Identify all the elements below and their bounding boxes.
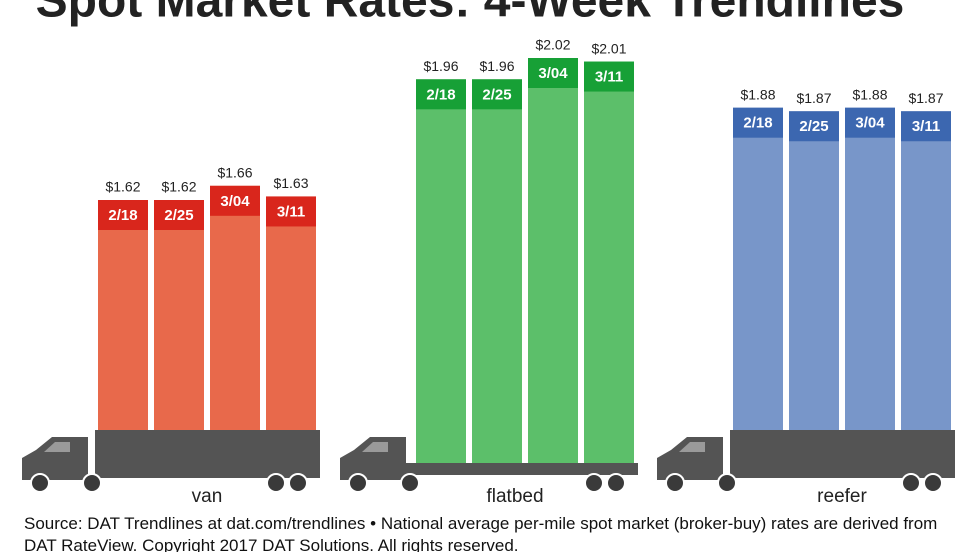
value-label: $1.96: [479, 58, 514, 74]
bar: [210, 185, 260, 430]
value-label: $2.01: [591, 40, 626, 56]
date-label-box: [266, 196, 316, 227]
date-label: 2/25: [799, 118, 828, 135]
date-label-box: [154, 200, 204, 230]
group-label: flatbed: [486, 486, 543, 507]
date-label-box: [733, 107, 783, 138]
bar: [416, 79, 466, 464]
wheel: [82, 473, 102, 493]
date-label-box: [416, 79, 466, 110]
bar: [789, 111, 839, 430]
value-label: $2.02: [535, 37, 570, 53]
cab-window: [44, 442, 70, 452]
value-label: $1.88: [852, 86, 887, 102]
wheel: [30, 473, 50, 493]
date-label: 3/11: [277, 203, 305, 220]
value-label: $1.63: [273, 175, 308, 191]
truck-cab: [657, 437, 723, 480]
wheel: [348, 473, 368, 493]
cab-window: [679, 442, 705, 452]
group-label: van: [192, 486, 223, 507]
date-label-box: [845, 107, 895, 138]
source-note: Source: DAT Trendlines at dat.com/trendl…: [24, 514, 938, 552]
group-label: reefer: [817, 486, 867, 507]
date-label-box: [98, 200, 148, 230]
value-label: $1.87: [908, 90, 943, 106]
date-label: 3/04: [855, 115, 885, 132]
value-label: $1.62: [161, 179, 196, 195]
value-label: $1.87: [796, 90, 831, 106]
wheel: [923, 473, 943, 493]
wheel: [584, 473, 604, 493]
chart-title: Spot Market Rates: 4-Week Trendlines: [36, 0, 905, 28]
bar: [154, 200, 204, 430]
value-label: $1.66: [217, 165, 252, 181]
wheel: [901, 473, 921, 493]
trailer: [730, 430, 955, 478]
date-label: 3/04: [220, 193, 250, 210]
bar: [472, 79, 522, 464]
date-label-box: [789, 111, 839, 142]
bar: [528, 58, 578, 463]
date-label: 2/25: [164, 207, 193, 224]
date-label-box: [528, 58, 578, 88]
date-label: 3/04: [538, 65, 568, 82]
date-label: 2/18: [108, 207, 137, 224]
date-label: 3/11: [912, 118, 940, 135]
date-label-box: [584, 61, 634, 92]
bar: [901, 111, 951, 430]
wheel: [266, 473, 286, 493]
truck-cab: [340, 437, 406, 480]
truck-cab: [22, 437, 88, 480]
date-label: 2/25: [482, 86, 511, 103]
value-label: $1.96: [423, 58, 458, 74]
value-label: $1.88: [740, 86, 775, 102]
bar: [584, 61, 634, 464]
wheel: [717, 473, 737, 493]
bar: [266, 196, 316, 430]
wheel: [606, 473, 626, 493]
bar: [98, 200, 148, 430]
wheel: [665, 473, 685, 493]
date-label-box: [901, 111, 951, 142]
trailer-deck: [346, 463, 638, 475]
value-label: $1.62: [105, 179, 140, 195]
wheel: [400, 473, 420, 493]
date-label: 2/18: [426, 86, 455, 103]
bar: [845, 107, 895, 430]
date-label-box: [210, 185, 260, 216]
bar: [733, 107, 783, 430]
date-label: 2/18: [743, 115, 772, 132]
date-label: 3/11: [595, 69, 623, 86]
cab-window: [362, 442, 388, 452]
wheel: [288, 473, 308, 493]
date-label-box: [472, 79, 522, 110]
trailer: [95, 430, 320, 478]
